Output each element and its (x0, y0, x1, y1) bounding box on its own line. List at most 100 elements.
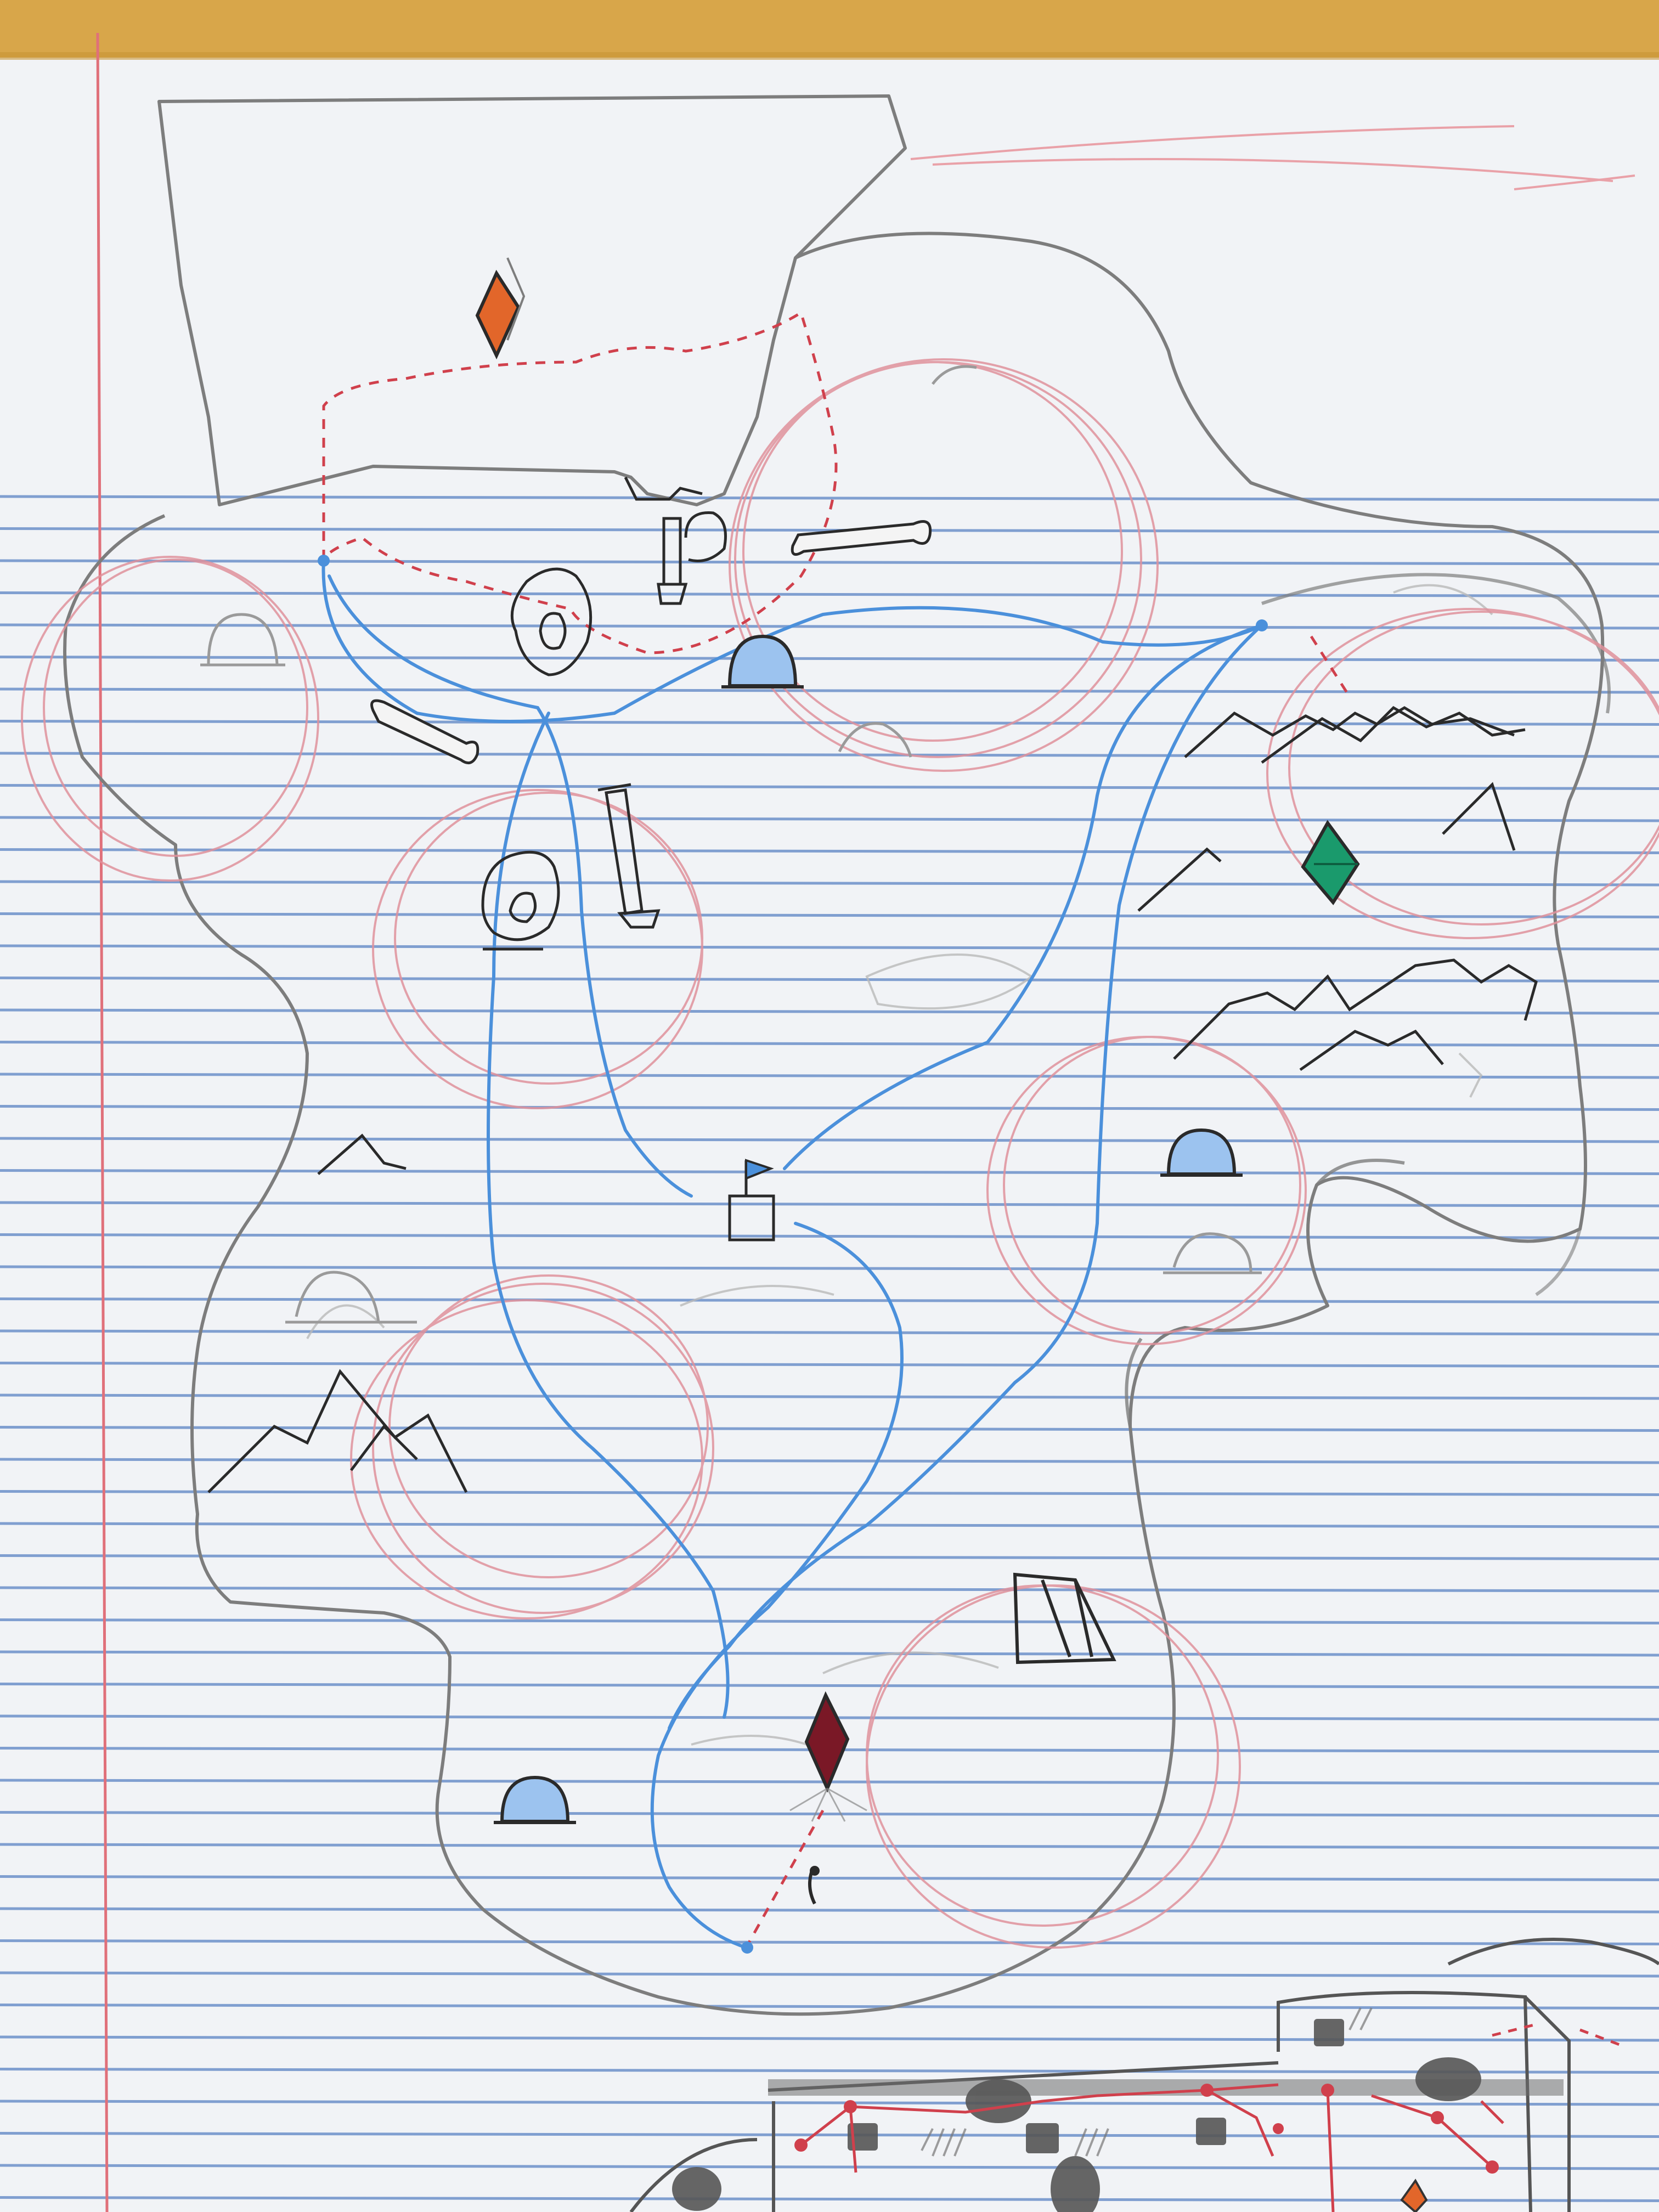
rock-icon (481, 850, 560, 951)
ruled-line (0, 1939, 1659, 1945)
ruled-line (0, 1811, 1659, 1817)
building-icon (848, 2123, 878, 2151)
ruled-line (0, 2035, 1659, 2042)
ruled-line (0, 720, 1659, 726)
ruled-line (0, 752, 1659, 758)
cave-entrance-icon (838, 722, 912, 758)
mountain-icon (317, 1133, 407, 1175)
rock-icon (966, 2079, 1031, 2123)
crimson-gem-icon (789, 1691, 867, 1822)
path-endpoints (318, 555, 1268, 1954)
ruled-line (0, 1008, 1659, 1015)
ruled-line (0, 495, 1659, 501)
ruled-line (0, 848, 1659, 854)
ruled-line (0, 1522, 1659, 1528)
margin-line (96, 32, 109, 2212)
encounter-circles (21, 358, 1659, 1949)
ruled-line (0, 1843, 1659, 1849)
ruled-line (0, 1458, 1659, 1464)
mountain-icon (207, 1369, 468, 1493)
ruled-line (0, 1362, 1659, 1368)
ruled-line (0, 1265, 1659, 1272)
ruled-line (0, 2100, 1659, 2106)
ruled-line (0, 912, 1659, 918)
cave-entrance-icon (932, 365, 977, 385)
blue-paths (321, 558, 1263, 1949)
rocks (481, 567, 592, 951)
partial-gem-icon (1400, 2179, 1428, 2212)
pillar-icon (657, 511, 727, 605)
ruled-line (0, 1297, 1659, 1304)
building-sketch (629, 1938, 1659, 2212)
ruled-line (0, 2132, 1659, 2138)
ruled-line (0, 2068, 1659, 2074)
building-red-nodes (794, 2084, 1499, 2174)
ruled-line (0, 1554, 1659, 1560)
ruled-line (0, 1618, 1659, 1624)
bones (370, 520, 932, 765)
hatching (921, 2007, 1373, 2157)
ruled-line (0, 977, 1659, 983)
cave-entrance-icon (285, 1271, 417, 1324)
ruled-line (0, 1137, 1659, 1143)
building-blocks (672, 2019, 1481, 2212)
faint-red-lines (910, 125, 1635, 190)
gate-marker (624, 476, 703, 501)
ruled-line (0, 1201, 1659, 1207)
ruled-line (0, 816, 1659, 822)
building-icon (1314, 2019, 1344, 2046)
ruled-line (0, 623, 1659, 630)
ruled-line (0, 784, 1659, 790)
ruled-line (0, 1907, 1659, 1914)
building-icon (1026, 2123, 1059, 2153)
ruled-line (0, 1329, 1659, 1336)
rock-icon (672, 2167, 721, 2211)
cave-entrance-icon (1160, 1128, 1243, 1177)
mountain-icon (1137, 847, 1222, 912)
mountain-icon (1173, 958, 1538, 1071)
mountain-ranges (207, 706, 1538, 1493)
ruled-line (0, 1041, 1659, 1047)
bone-icon (370, 699, 479, 765)
tent-icon (1013, 1572, 1116, 1664)
cave-entrance-icon (494, 1775, 576, 1824)
ruled-line (0, 1650, 1659, 1657)
ruled-line (0, 1233, 1659, 1239)
bone-icon (791, 520, 932, 556)
paper-top-edge (0, 52, 1659, 60)
cave-entrance-icon (200, 613, 285, 667)
rock-icon (1415, 2057, 1481, 2101)
island-outline (63, 94, 1611, 2016)
ruled-line (0, 687, 1659, 694)
ruled-line (0, 944, 1659, 951)
ruled-line (0, 1393, 1659, 1400)
orange-gem-icon (475, 257, 526, 360)
ruled-line (0, 527, 1659, 533)
ruled-line (0, 2164, 1659, 2170)
mountain-icon (1442, 782, 1516, 851)
ruled-line (0, 2196, 1659, 2202)
ruled-line (0, 1971, 1659, 1978)
ruled-line (0, 1683, 1659, 1689)
cave-entrance-icon (721, 634, 804, 689)
ruled-line (0, 591, 1659, 597)
green-gem-icon (1301, 820, 1360, 906)
faint-caves (200, 365, 1262, 1324)
ruled-line (0, 880, 1659, 887)
ruled-line (0, 1073, 1659, 1079)
ruled-line (0, 1875, 1659, 1881)
mountain-icon (1184, 706, 1526, 764)
ruled-line (0, 1586, 1659, 1593)
ruled-line (0, 1105, 1659, 1111)
cave-entrance-icon (1163, 1232, 1262, 1274)
flag-icon (728, 1159, 775, 1242)
small-marker (808, 1866, 820, 1905)
pillar-icon (597, 783, 661, 929)
building-icon (1196, 2118, 1226, 2145)
notebook-paper (0, 58, 1659, 2212)
rock-icon (1051, 2156, 1100, 2212)
red-dashed-route (322, 311, 1351, 1949)
ruled-line (0, 1490, 1659, 1496)
